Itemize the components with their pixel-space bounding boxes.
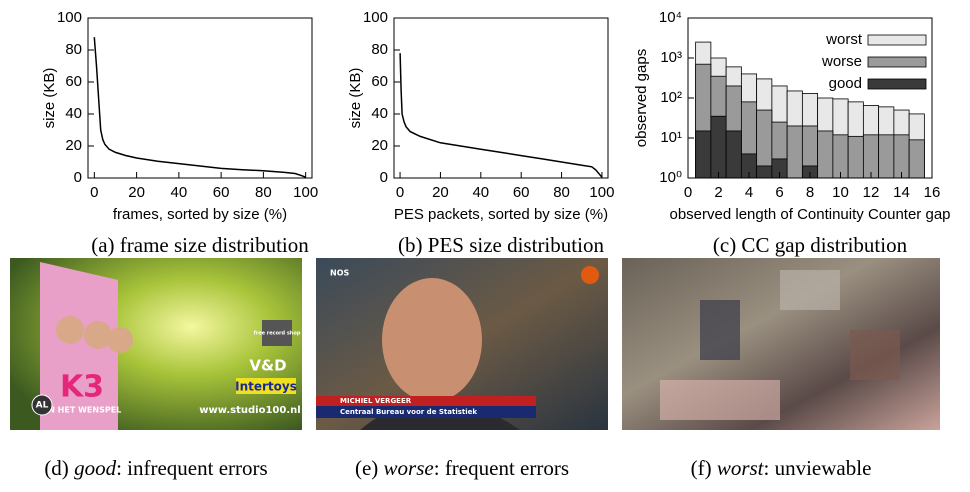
image-text: www.studio100.nl [199, 405, 300, 416]
bar [908, 139, 925, 179]
legend-label: good [829, 75, 862, 92]
bar [832, 134, 849, 179]
image-good: K3 EN HET WENSPEL AL free record shop V&… [10, 258, 302, 430]
plot-frame [87, 17, 313, 179]
caption-emphasis: worst [717, 456, 765, 480]
x-tick-label: 40 [472, 184, 489, 201]
x-axis-label: observed length of Continuity Counter ga… [669, 206, 950, 223]
bar [756, 165, 773, 179]
x-tick-label: 20 [432, 184, 449, 201]
data-line [93, 37, 306, 178]
bar [695, 130, 712, 179]
legend-swatch [867, 34, 927, 46]
bar [847, 135, 864, 179]
x-axis-label: frames, sorted by size (%) [113, 206, 287, 223]
x-tick-label: 100 [293, 184, 318, 201]
bar [710, 115, 727, 179]
y-tick-label: 0 [380, 169, 388, 186]
image-text: K3 [60, 370, 104, 405]
x-tick-label: 16 [924, 184, 941, 201]
caption-label: (f) [691, 456, 712, 480]
y-tick-label: 100 [363, 9, 388, 26]
bar [725, 130, 742, 179]
y-tick-label: 100 [57, 9, 82, 26]
y-tick-label: 10³ [660, 49, 682, 66]
caption-text: : infrequent errors [116, 456, 268, 480]
bar [862, 134, 880, 179]
caption-emphasis: good [74, 456, 117, 480]
y-tick-label: 40 [65, 105, 82, 122]
y-axis-label: size (KB) [41, 68, 58, 129]
x-axis-label: PES packets, sorted by size (%) [394, 206, 608, 223]
x-tick-label: 4 [745, 184, 753, 201]
x-tick-label: 100 [589, 184, 614, 201]
x-tick-label: 80 [255, 184, 272, 201]
y-tick-label: 10⁴ [659, 9, 682, 26]
bar [893, 134, 910, 179]
chart: 0 20 40 60 80 100 0 20 40 60 80 100 frames, sorted b… [41, 9, 318, 257]
image-caption: (e) worse: frequent errors [355, 456, 569, 480]
bar [786, 125, 803, 179]
x-tick-label: 60 [513, 184, 530, 201]
y-tick-label: 10⁰ [659, 169, 682, 186]
x-tick-label: 14 [893, 184, 910, 201]
caption-emphasis: worse [384, 456, 434, 480]
image-text: EN HET WENSPEL [43, 406, 122, 415]
image-text: Intertoys [235, 380, 297, 394]
image-caption: (f) worst: unviewable [691, 456, 872, 480]
plot-frame [393, 17, 609, 179]
x-tick-label: 60 [213, 184, 230, 201]
chart: 0 20 40 60 80 100 0 20 40 60 80 100 PES packets, sor… [347, 9, 614, 257]
caption: (b) PES size distribution [398, 233, 604, 257]
x-tick-label: 2 [714, 184, 722, 201]
image-text: free record shop [254, 331, 301, 337]
x-tick-label: 80 [553, 184, 570, 201]
image-text: Centraal Bureau voor de Statistiek [340, 408, 477, 416]
chart: worst worse good 10⁰ 10¹ 10² 10³ 10⁴ 0 2 4 6 8 10 12 14… [633, 9, 951, 257]
y-tick-label: 0 [74, 169, 82, 186]
dvd-box [40, 262, 118, 430]
image-caption: (d) good: infrequent errors [44, 456, 267, 480]
y-tick-label: 20 [65, 137, 82, 154]
y-tick-label: 40 [371, 105, 388, 122]
y-tick-label: 60 [65, 73, 82, 90]
image-text: V&D [249, 357, 286, 375]
x-tick-label: 0 [396, 184, 404, 201]
data-line [399, 53, 603, 178]
image-worse: NOS MICHIEL VERGEER Centraal Bureau voor… [316, 258, 608, 430]
image-text: MICHIEL VERGEER [340, 397, 412, 405]
legend-label: worst [825, 31, 863, 48]
y-axis-label: observed gaps [633, 49, 650, 147]
caption: (a) frame size distribution [91, 233, 309, 257]
legend-swatch [867, 78, 927, 90]
bar [817, 130, 834, 179]
y-axis-label: size (KB) [347, 68, 364, 129]
caption-text: : frequent errors [434, 456, 569, 480]
image-text: AL [36, 401, 49, 411]
caption-text: : unviewable [764, 456, 872, 480]
x-tick-label: 20 [128, 184, 145, 201]
caption-label: (e) [355, 456, 378, 480]
y-tick-label: 10² [660, 89, 682, 106]
x-tick-label: 40 [171, 184, 188, 201]
legend-label: worse [821, 53, 862, 70]
x-tick-label: 0 [90, 184, 98, 201]
bar [878, 134, 895, 179]
y-tick-label: 60 [371, 73, 388, 90]
x-tick-label: 12 [863, 184, 880, 201]
image-worst [622, 258, 940, 430]
y-tick-label: 20 [371, 137, 388, 154]
x-tick-label: 8 [806, 184, 814, 201]
x-tick-label: 0 [684, 184, 692, 201]
x-tick-label: 10 [832, 184, 849, 201]
image-text: NOS [330, 269, 349, 278]
x-tick-label: 6 [775, 184, 783, 201]
y-tick-label: 10¹ [660, 129, 682, 146]
caption-label: (d) [44, 456, 69, 480]
y-tick-label: 80 [371, 41, 388, 58]
y-tick-label: 80 [65, 41, 82, 58]
caption: (c) CC gap distribution [713, 233, 908, 257]
legend-swatch [867, 56, 927, 68]
